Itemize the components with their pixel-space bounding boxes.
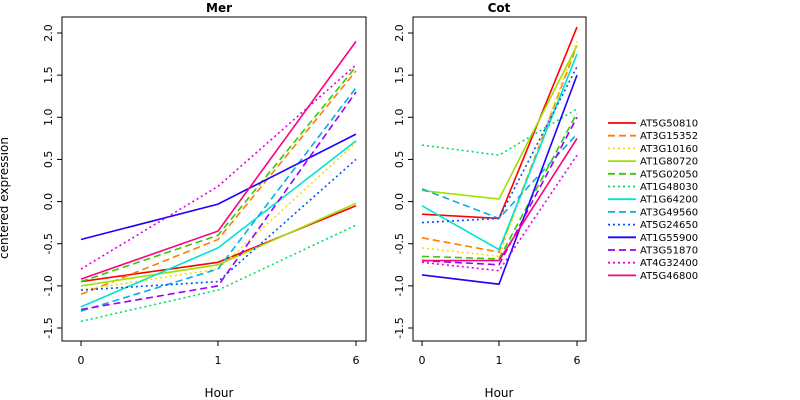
mer-series-at1g64200 xyxy=(80,140,357,308)
cot-series-at5g46800 xyxy=(422,137,578,262)
mer-series-at3g10160 xyxy=(80,142,357,291)
legend-label-at5g24650: AT5G24650 xyxy=(640,220,698,231)
legend-label-at5g02050: AT5G02050 xyxy=(640,169,698,180)
mer-series-at5g24650 xyxy=(80,158,357,291)
legend-label-at3g49560: AT3G49560 xyxy=(640,207,698,218)
mer-series-at3g51870 xyxy=(80,91,357,311)
mer-series-at5g46800 xyxy=(80,40,357,280)
cot-series-at1g48030 xyxy=(421,108,578,157)
legend-label-at3g10160: AT3G10160 xyxy=(640,144,698,155)
cot-series-at5g02050 xyxy=(421,112,578,260)
mer-y-tick-label: 0.5 xyxy=(42,151,55,169)
legend-label-at5g46800: AT5G46800 xyxy=(640,271,698,282)
mer-series-at3g49560 xyxy=(80,87,357,312)
cot-series-at3g10160 xyxy=(421,41,578,258)
mer-x-tick-label: 6 xyxy=(353,354,360,367)
cot-y-tick-label: 0.0 xyxy=(393,193,406,211)
cot-series-at4g32400 xyxy=(421,154,578,272)
cot-y-tick-label: 2.0 xyxy=(393,24,406,42)
mer-y-tick-label: 0.0 xyxy=(42,193,55,211)
cot-series-at3g15352 xyxy=(421,45,578,254)
cot-y-tick-label: 1.5 xyxy=(393,66,406,84)
cot-y-tick-label: -0.5 xyxy=(393,233,406,254)
cot-series-at3g51870 xyxy=(421,116,578,266)
cot-y-tick-label: -1.5 xyxy=(393,317,406,338)
mer-y-tick-label: -1.5 xyxy=(42,317,55,338)
mer-y-tick-label: 1.5 xyxy=(42,66,55,84)
cot-series-at3g49560 xyxy=(421,133,578,220)
legend-label-at5g50810: AT5G50810 xyxy=(640,119,698,130)
cot-panel-title: Cot xyxy=(488,1,511,15)
mer-plot-frame xyxy=(61,16,367,342)
legend: AT5G50810AT3G15352AT3G10160AT1G80720AT5G… xyxy=(608,119,698,282)
cot-y-tick-label: -1.0 xyxy=(393,275,406,296)
mer-series-at1g80720 xyxy=(80,202,357,287)
cot-panel: -1.5 -1.0 -0.5 0.0 0.5 1.0 1.5 2.0 0 1 6 xyxy=(393,16,587,367)
mer-series-at3g15352 xyxy=(80,70,357,296)
cot-x-tick-label: 1 xyxy=(496,354,503,367)
legend-label-at3g15352: AT3G15352 xyxy=(640,131,698,142)
mer-x-axis-title: Hour xyxy=(205,386,234,400)
y-axis-title: centered expression xyxy=(0,137,11,259)
cot-series-at1g80720 xyxy=(421,45,578,200)
mer-y-tick-label: -1.0 xyxy=(42,275,55,296)
legend-label-at1g55900: AT1G55900 xyxy=(640,233,698,244)
cot-series-at5g24650 xyxy=(421,66,578,224)
legend-label-at1g80720: AT1G80720 xyxy=(640,157,698,168)
cot-y-tick-label: 0.5 xyxy=(393,151,406,169)
cot-series-at1g55900 xyxy=(421,74,578,286)
cot-x-axis-title: Hour xyxy=(485,386,514,400)
cot-x-tick-label: 0 xyxy=(419,354,426,367)
mer-panel: -1.5 -1.0 -0.5 0.0 0.5 1.0 1.5 2.0 0 1 6 xyxy=(42,16,367,367)
legend-label-at1g48030: AT1G48030 xyxy=(640,182,698,193)
mer-series-at5g02050 xyxy=(80,66,357,283)
mer-y-tick-label: 2.0 xyxy=(42,24,55,42)
mer-series-at1g48030 xyxy=(80,224,357,323)
mer-series-at5g50810 xyxy=(80,205,357,283)
mer-panel-title: Mer xyxy=(206,1,232,15)
cot-plot-frame xyxy=(412,16,587,342)
mer-y-tick-label: -0.5 xyxy=(42,233,55,254)
cot-x-tick-label: 6 xyxy=(574,354,581,367)
legend-label-at1g64200: AT1G64200 xyxy=(640,195,698,206)
mer-x-tick-label: 0 xyxy=(78,354,85,367)
legend-label-at3g51870: AT3G51870 xyxy=(640,246,698,257)
legend-label-at4g32400: AT4G32400 xyxy=(640,258,698,269)
mer-x-tick-label: 1 xyxy=(215,354,222,367)
cot-y-tick-label: 1.0 xyxy=(393,109,406,127)
mer-y-tick-label: 1.0 xyxy=(42,109,55,127)
